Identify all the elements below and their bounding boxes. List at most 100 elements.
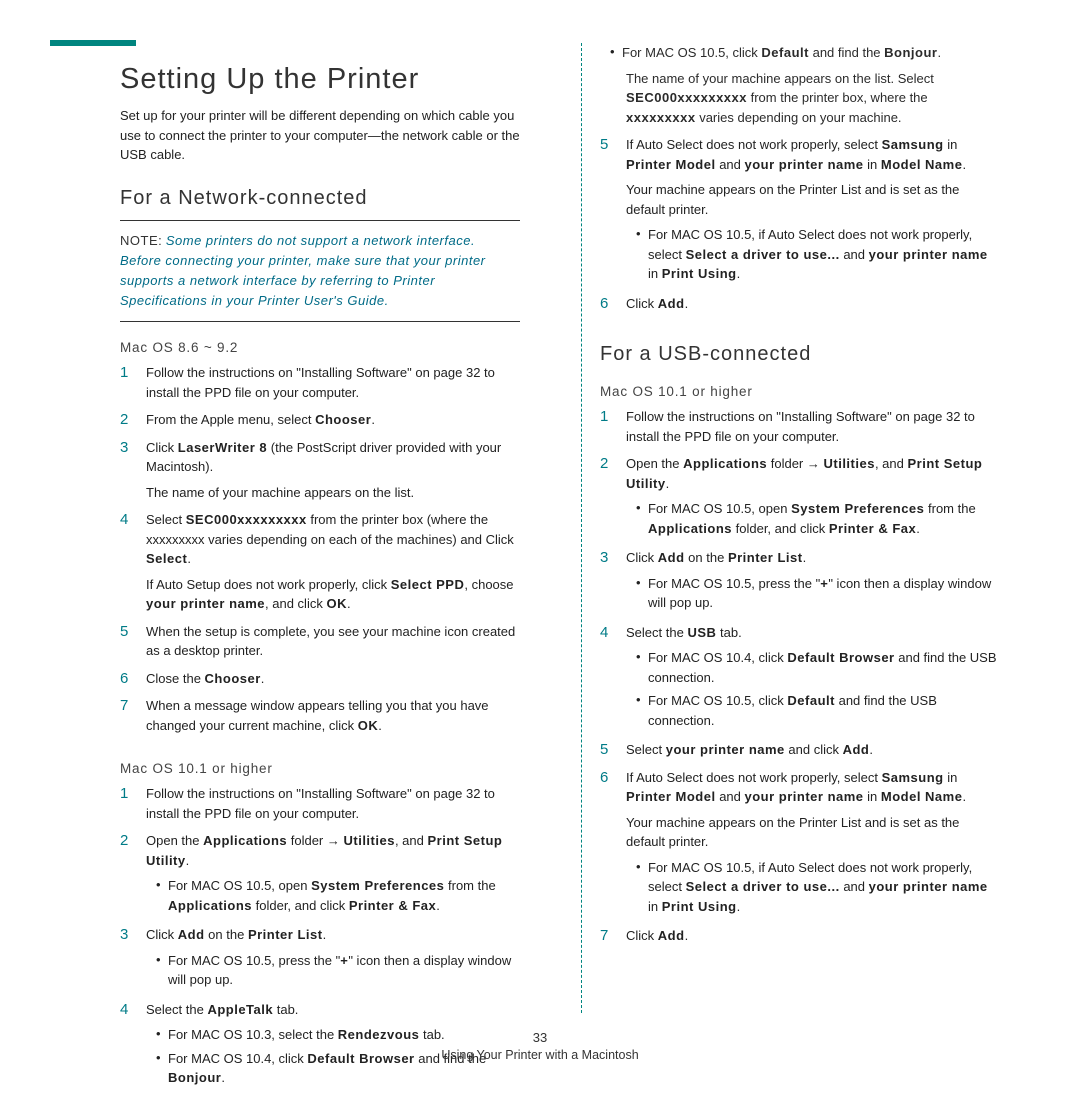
t: Printer List bbox=[248, 927, 323, 942]
step: If Auto Select does not work properly, s… bbox=[600, 135, 1000, 294]
t: From the Apple menu, select bbox=[146, 412, 315, 427]
page-footer: 33 Using Your Printer with a Macintosh bbox=[0, 1030, 1080, 1062]
t: . bbox=[378, 718, 382, 733]
t: Click bbox=[146, 927, 178, 942]
t: Printer Model bbox=[626, 157, 716, 172]
t: . bbox=[737, 266, 741, 281]
t: on the bbox=[685, 550, 728, 565]
t: . bbox=[186, 853, 190, 868]
step: Select your printer name and click Add. bbox=[600, 740, 1000, 768]
t: Utilities bbox=[823, 456, 874, 471]
t: For MAC OS 10.5, open bbox=[168, 878, 311, 893]
t: The name of your machine appears on the … bbox=[146, 483, 520, 503]
t: Samsung bbox=[882, 137, 944, 152]
t: AppleTalk bbox=[207, 1002, 273, 1017]
t: Utilities bbox=[343, 833, 394, 848]
t: and bbox=[840, 879, 869, 894]
mac101-heading-left: Mac OS 10.1 or higher bbox=[120, 761, 520, 776]
t: , and bbox=[395, 833, 428, 848]
step: Click Add on the Printer List. For MAC O… bbox=[120, 925, 520, 1000]
t: . bbox=[187, 551, 191, 566]
t: Open the bbox=[146, 833, 203, 848]
t: tab. bbox=[273, 1002, 298, 1017]
bullets: For MAC OS 10.5, if Auto Select does not… bbox=[626, 223, 1000, 286]
t: If Auto Setup does not work properly, cl… bbox=[146, 575, 520, 614]
t: and click bbox=[785, 742, 843, 757]
t: your printer name bbox=[869, 879, 988, 894]
t: Your machine appears on the Printer List… bbox=[626, 180, 1000, 219]
t: For MAC OS 10.5, open bbox=[648, 501, 791, 516]
t: . bbox=[916, 521, 920, 536]
t: Applications bbox=[683, 456, 767, 471]
t: Model Name bbox=[881, 789, 963, 804]
t: SEC000xxxxxxxxx bbox=[626, 90, 747, 105]
bullet: For MAC OS 10.4, click Default Browser a… bbox=[636, 646, 1000, 689]
step: From the Apple menu, select Chooser. bbox=[120, 410, 520, 438]
t: Select bbox=[626, 742, 666, 757]
t: For MAC OS 10.5, press the " bbox=[648, 576, 820, 591]
bullet: For MAC OS 10.5, click Default and find … bbox=[610, 41, 1000, 65]
t: USB bbox=[687, 625, 716, 640]
t: For MAC OS 10.4, click bbox=[648, 650, 787, 665]
t: Default bbox=[761, 45, 809, 60]
left-column: Setting Up the Printer Set up for your p… bbox=[50, 35, 550, 1015]
t: from the bbox=[444, 878, 495, 893]
t: Click bbox=[626, 296, 658, 311]
bullets: For MAC OS 10.5, press the "+" icon then… bbox=[146, 949, 520, 992]
mac86-heading: Mac OS 8.6 ~ 9.2 bbox=[120, 340, 520, 355]
t: Follow the instructions on "Installing S… bbox=[626, 409, 975, 444]
bullet: For MAC OS 10.5, open System Preferences… bbox=[156, 874, 520, 917]
t: folder, and click bbox=[732, 521, 829, 536]
note-body: Some printers do not support a network i… bbox=[120, 233, 486, 308]
intro-paragraph: Set up for your printer will be differen… bbox=[120, 106, 520, 165]
t: tab. bbox=[716, 625, 741, 640]
t: Print Using bbox=[662, 266, 737, 281]
step: Open the Applications folder → Utilities… bbox=[600, 454, 1000, 548]
t: and bbox=[716, 157, 745, 172]
t: . bbox=[685, 296, 689, 311]
t: . bbox=[436, 898, 440, 913]
t: OK bbox=[326, 596, 347, 611]
bullet: For MAC OS 10.5, open System Preferences… bbox=[636, 497, 1000, 540]
t: OK bbox=[358, 718, 379, 733]
t: If Auto Select does not work properly, s… bbox=[626, 137, 882, 152]
t: When a message window appears telling yo… bbox=[146, 698, 489, 733]
t: . bbox=[221, 1070, 225, 1085]
t: folder, and click bbox=[252, 898, 349, 913]
step: Close the Chooser. bbox=[120, 669, 520, 697]
t: in bbox=[864, 157, 881, 172]
t: Chooser bbox=[205, 671, 261, 686]
bullet: For MAC OS 10.5, press the "+" icon then… bbox=[636, 572, 1000, 615]
t: on the bbox=[205, 927, 248, 942]
t: Select PPD bbox=[391, 577, 465, 592]
t: Printer Model bbox=[626, 789, 716, 804]
page-number: 33 bbox=[0, 1030, 1080, 1045]
t: . bbox=[937, 45, 941, 60]
t: . bbox=[261, 671, 265, 686]
t: For MAC OS 10.5, click bbox=[622, 45, 761, 60]
t: folder → bbox=[287, 833, 343, 848]
t: Printer & Fax bbox=[829, 521, 916, 536]
t: Printer & Fax bbox=[349, 898, 436, 913]
t: your printer name bbox=[666, 742, 785, 757]
t: folder → bbox=[767, 456, 823, 471]
t: Click bbox=[626, 928, 658, 943]
cont-para: The name of your machine appears on the … bbox=[600, 69, 1000, 128]
t: Select a driver to use... bbox=[686, 879, 840, 894]
t: If Auto Setup does not work properly, cl… bbox=[146, 577, 391, 592]
t: Select the bbox=[146, 1002, 207, 1017]
bullet: For MAC OS 10.5, click Default and find … bbox=[636, 689, 1000, 732]
t: Add bbox=[178, 927, 205, 942]
step: If Auto Select does not work properly, s… bbox=[600, 768, 1000, 927]
t: your printer name bbox=[146, 596, 265, 611]
t: xxxxxxxxx bbox=[626, 110, 696, 125]
t: varies depending on your machine. bbox=[696, 110, 902, 125]
t: . bbox=[685, 928, 689, 943]
usb-steps: Follow the instructions on "Installing S… bbox=[600, 407, 1000, 954]
t: Add bbox=[843, 742, 870, 757]
bullet: For MAC OS 10.5, if Auto Select does not… bbox=[636, 856, 1000, 919]
network-heading: For a Network-connected bbox=[120, 187, 520, 210]
note-label: NOTE: bbox=[120, 233, 162, 248]
t: . bbox=[869, 742, 873, 757]
bullets: For MAC OS 10.5, open System Preferences… bbox=[146, 874, 520, 917]
